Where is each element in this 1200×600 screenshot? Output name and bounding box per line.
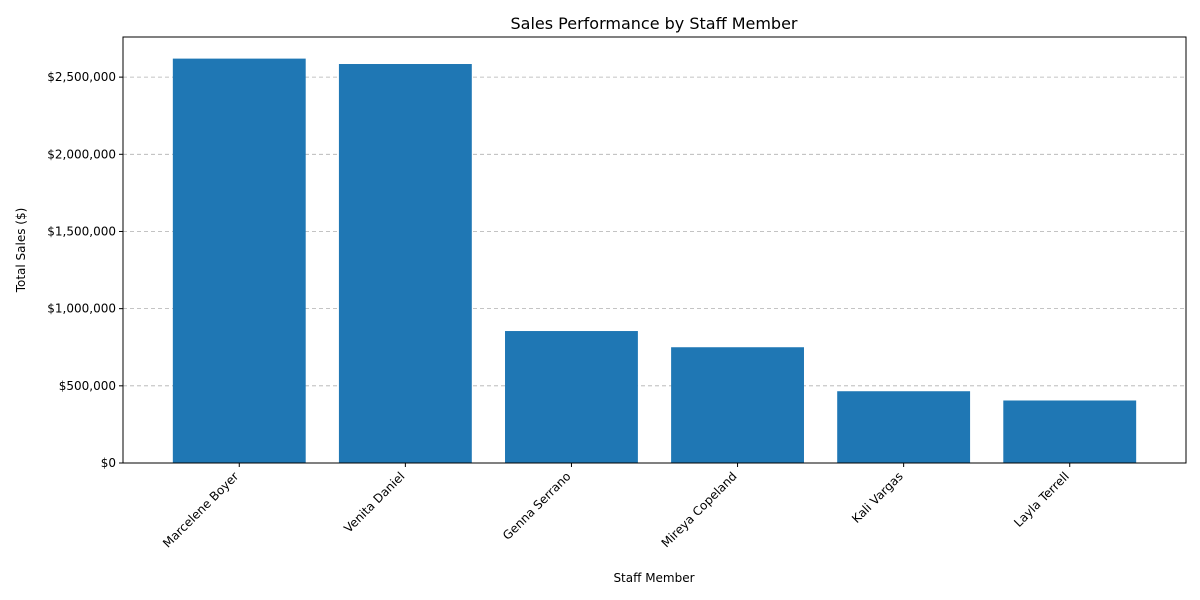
y-tick-label: $1,000,000 <box>47 302 116 316</box>
bars <box>172 58 1137 464</box>
x-axis-ticks: Marcelene Boyer Venita Daniel Genna Serran… <box>160 463 1072 550</box>
y-tick-label: $500,000 <box>59 379 116 393</box>
y-tick-label: $1,500,000 <box>47 224 116 238</box>
x-tick-label: Layla Terrell <box>1011 469 1072 530</box>
y-axis-label: Total Sales ($) <box>14 208 28 294</box>
bar <box>837 391 971 463</box>
y-tick-label: $2,000,000 <box>47 147 116 161</box>
bar <box>505 331 638 463</box>
y-axis-ticks: $0 $500,000 $1,000,000 $1,500,000 $2,000,000… <box>47 70 123 470</box>
y-tick-label: $0 <box>101 456 116 470</box>
y-tick-label: $2,500,000 <box>47 70 116 84</box>
plot-frame <box>122 36 1187 464</box>
bar <box>671 347 804 463</box>
bar <box>338 64 472 464</box>
x-tick-label: Mireya Copeland <box>659 469 740 550</box>
bar <box>172 58 306 463</box>
chart-title: Sales Performance by Staff Member <box>510 14 797 33</box>
x-tick-label: Venita Daniel <box>341 469 407 535</box>
x-tick-label: Marcelene Boyer <box>160 469 241 550</box>
x-tick-label: Kali Vargas <box>849 469 906 526</box>
bar <box>1003 400 1137 463</box>
x-tick-label: Genna Serrano <box>500 469 574 543</box>
x-axis-label: Staff Member <box>613 571 694 585</box>
